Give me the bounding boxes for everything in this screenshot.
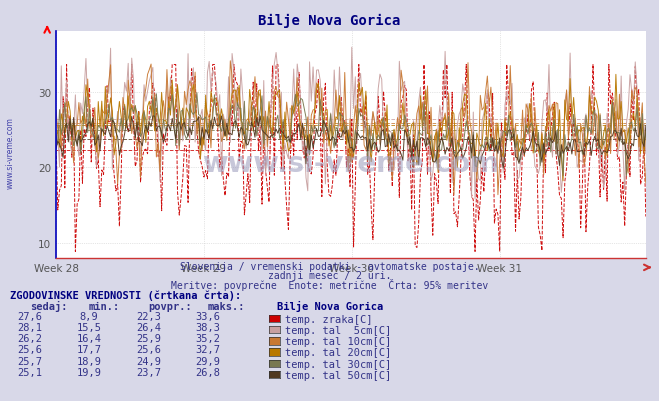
Text: 25,1: 25,1 xyxy=(17,367,42,377)
Text: Slovenija / vremenski podatki - avtomatske postaje.: Slovenija / vremenski podatki - avtomats… xyxy=(180,261,479,271)
Text: ZGODOVINSKE VREDNOSTI (črtkana črta):: ZGODOVINSKE VREDNOSTI (črtkana črta): xyxy=(10,290,241,301)
Text: Bilje Nova Gorica: Bilje Nova Gorica xyxy=(258,14,401,28)
Text: 32,7: 32,7 xyxy=(195,344,220,354)
Text: temp. tal 20cm[C]: temp. tal 20cm[C] xyxy=(285,348,391,357)
Text: 22,3: 22,3 xyxy=(136,311,161,321)
Text: Bilje Nova Gorica: Bilje Nova Gorica xyxy=(277,301,383,312)
Text: 25,6: 25,6 xyxy=(17,344,42,354)
Text: 27,6: 27,6 xyxy=(17,311,42,321)
Text: Meritve: povprečne  Enote: metrične  Črta: 95% meritev: Meritve: povprečne Enote: metrične Črta:… xyxy=(171,278,488,290)
Text: sedaj:: sedaj: xyxy=(30,301,67,312)
Text: www.si-vreme.com: www.si-vreme.com xyxy=(5,117,14,188)
Text: 38,3: 38,3 xyxy=(195,322,220,332)
Text: 25,9: 25,9 xyxy=(136,333,161,343)
Text: temp. tal  5cm[C]: temp. tal 5cm[C] xyxy=(285,325,391,335)
Text: temp. tal 30cm[C]: temp. tal 30cm[C] xyxy=(285,359,391,369)
Text: 35,2: 35,2 xyxy=(195,333,220,343)
Text: min.:: min.: xyxy=(89,302,120,312)
Text: www.si-vreme.com: www.si-vreme.com xyxy=(202,150,500,178)
Text: 18,9: 18,9 xyxy=(76,356,101,366)
Text: temp. zraka[C]: temp. zraka[C] xyxy=(285,314,373,324)
Text: 17,7: 17,7 xyxy=(76,344,101,354)
Text: temp. tal 10cm[C]: temp. tal 10cm[C] xyxy=(285,336,391,346)
Text: 28,1: 28,1 xyxy=(17,322,42,332)
Text: temp. tal 50cm[C]: temp. tal 50cm[C] xyxy=(285,370,391,380)
Text: 16,4: 16,4 xyxy=(76,333,101,343)
Text: zadnji mesec / 2 uri.: zadnji mesec / 2 uri. xyxy=(268,271,391,281)
Text: 25,6: 25,6 xyxy=(136,344,161,354)
Text: 25,7: 25,7 xyxy=(17,356,42,366)
Text: 19,9: 19,9 xyxy=(76,367,101,377)
Text: povpr.:: povpr.: xyxy=(148,302,192,312)
Text: 33,6: 33,6 xyxy=(195,311,220,321)
Text: 23,7: 23,7 xyxy=(136,367,161,377)
Text: 26,8: 26,8 xyxy=(195,367,220,377)
Text: 29,9: 29,9 xyxy=(195,356,220,366)
Text: maks.:: maks.: xyxy=(208,302,245,312)
Text: 26,4: 26,4 xyxy=(136,322,161,332)
Text: 15,5: 15,5 xyxy=(76,322,101,332)
Text: 24,9: 24,9 xyxy=(136,356,161,366)
Text: 26,2: 26,2 xyxy=(17,333,42,343)
Text: 8,9: 8,9 xyxy=(80,311,98,321)
